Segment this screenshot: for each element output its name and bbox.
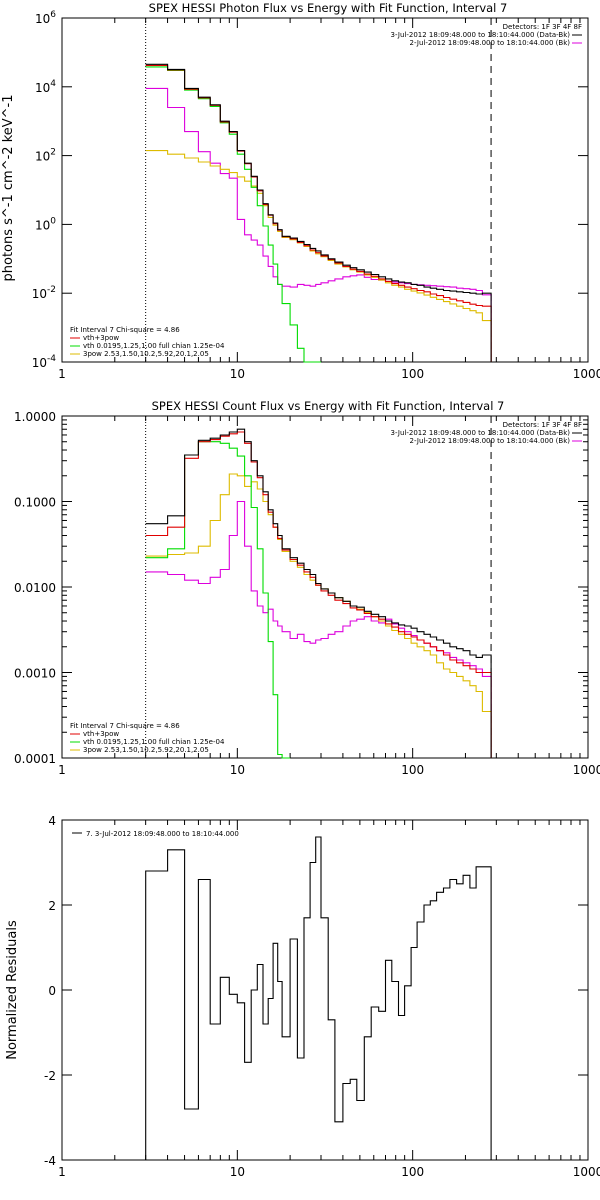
count-ytick-label: 0.1000 — [14, 496, 56, 510]
photon-ytick-label: 106 — [35, 10, 56, 26]
count-legend-detectors: Detectors: 1F 3F 4F 8F — [503, 421, 582, 429]
photon-series-bk — [145, 87, 492, 362]
photon-ytick-label: 102 — [35, 148, 56, 164]
photon-legend-vth: vth 0.0195,1.25,1.00 full chian 1.25e-04 — [83, 342, 225, 350]
residuals-xtick-label: 1 — [58, 1165, 66, 1179]
count-series-vth — [145, 441, 291, 759]
count-legend-data: 3-Jul-2012 18:09:48.000 to 18:10:44.000 … — [391, 429, 571, 437]
residuals-ylabel: Normalized Residuals — [5, 920, 20, 1060]
count-legend-bk: 2-Jul-2012 18:09:48.000 to 18:10:44.000 … — [410, 437, 571, 445]
count-legend-vth: vth 0.0195,1.25,1.00 full chian 1.25e-04 — [83, 738, 225, 746]
residuals-ytick-label: 4 — [48, 814, 56, 828]
photon-ytick-label: 104 — [35, 79, 56, 95]
count-series-3pow — [145, 473, 492, 758]
count-legend-fit: Fit Interval 7 Chi-square = 4.86 — [70, 722, 180, 730]
photon-ytick-label: 100 — [35, 216, 56, 232]
count-xtick-label: 1000 — [573, 763, 600, 777]
count-ytick-label: 0.0001 — [14, 752, 56, 766]
count-axes-box — [61, 415, 589, 759]
count-ytick-label: 0.0100 — [14, 581, 56, 595]
residuals-ytick-label: -2 — [44, 1069, 56, 1083]
residuals-ytick-label: -4 — [44, 1154, 56, 1168]
count-xtick-label: 1 — [58, 763, 66, 777]
residuals-panel: Normalized Residuals 7. 3-Jul-2012 18:09… — [5, 814, 600, 1179]
count-series-vth-3pow — [145, 431, 492, 758]
residuals-series-7 — [145, 836, 492, 1160]
count-xtick-label: 100 — [401, 763, 424, 777]
photon-flux-panel: SPEX HESSI Photon Flux vs Energy with Fi… — [1, 1, 600, 381]
photon-xtick-label: 10 — [230, 367, 245, 381]
residuals-ytick-label: 0 — [48, 984, 56, 998]
residuals-xtick-label: 10 — [230, 1165, 245, 1179]
residuals-xtick-label: 1000 — [573, 1165, 600, 1179]
count-series-bk — [145, 500, 492, 758]
photon-axes-box — [61, 17, 589, 363]
count-ytick-label: 1.0000 — [14, 410, 56, 424]
photon-series-data-bk — [145, 63, 492, 362]
photon-ytick-label: 10-4 — [32, 354, 57, 370]
photon-flux-ylabel: photons s^-1 cm^-2 keV^-1 — [1, 94, 16, 281]
residuals-axes-box — [61, 819, 589, 1161]
photon-legend-bk: 2-Jul-2012 18:09:48.000 to 18:10:44.000 … — [410, 39, 571, 47]
photon-flux-title: SPEX HESSI Photon Flux vs Energy with Fi… — [149, 1, 508, 15]
photon-legend-data: 3-Jul-2012 18:09:48.000 to 18:10:44.000 … — [391, 31, 571, 39]
residuals-legend: 7. 3-Jul-2012 18:09:48.000 to 18:10:44.0… — [86, 830, 239, 838]
photon-series-3pow — [145, 150, 492, 362]
photon-xtick-label: 100 — [401, 367, 424, 381]
residuals-ytick-label: 2 — [48, 899, 56, 913]
count-xtick-label: 10 — [230, 763, 245, 777]
count-flux-panel: SPEX HESSI Count Flux vs Energy with Fit… — [14, 399, 600, 777]
photon-series-vth — [145, 66, 321, 363]
photon-xtick-label: 1000 — [573, 367, 600, 381]
count-legend-total: vth+3pow — [83, 730, 119, 738]
photon-legend-total: vth+3pow — [83, 334, 119, 342]
count-series-data-bk — [145, 428, 492, 758]
photon-legend-fit: Fit Interval 7 Chi-square = 4.86 — [70, 326, 180, 334]
photon-series-vth-3pow — [145, 64, 492, 362]
photon-ytick-label: 10-2 — [32, 285, 56, 301]
photon-xtick-label: 1 — [58, 367, 66, 381]
count-flux-title: SPEX HESSI Count Flux vs Energy with Fit… — [152, 399, 505, 413]
count-ytick-label: 0.0010 — [14, 667, 56, 681]
photon-legend-detectors: Detectors: 1F 3F 4F 8F — [503, 23, 582, 31]
residuals-xtick-label: 100 — [401, 1165, 424, 1179]
